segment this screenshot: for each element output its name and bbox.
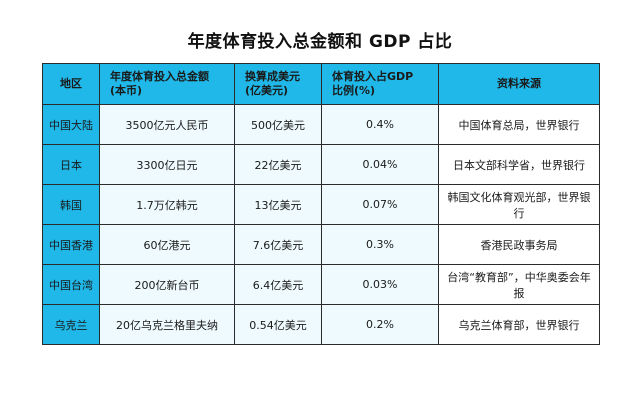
header-local-total-line2: (本币) — [110, 84, 143, 97]
header-usd: 换算成美元 (亿美元) — [234, 63, 322, 105]
cell-local-total: 3500亿元人民币 — [99, 104, 235, 145]
cell-usd: 7.6亿美元 — [234, 224, 322, 265]
header-gdp-ratio-line2: 比例(%) — [332, 84, 376, 97]
cell-usd: 0.54亿美元 — [234, 304, 322, 345]
header-usd-line1: 换算成美元 — [245, 70, 300, 83]
cell-source: 日本文部科学省，世界银行 — [438, 144, 600, 185]
table-row: 乌克兰 20亿乌克兰格里夫纳 0.54亿美元 0.2% 乌克兰体育部，世界银行 — [42, 304, 600, 345]
header-region: 地区 — [42, 63, 100, 105]
cell-region: 日本 — [42, 144, 100, 185]
cell-source: 台湾“教育部”，中华奥委会年报 — [438, 264, 600, 305]
header-local-total: 年度体育投入总金额 (本币) — [99, 63, 235, 105]
header-local-total-line1: 年度体育投入总金额 — [110, 70, 209, 83]
table-row: 日本 3300亿日元 22亿美元 0.04% 日本文部科学省，世界银行 — [42, 144, 600, 185]
cell-usd: 22亿美元 — [234, 144, 322, 185]
cell-region: 韩国 — [42, 184, 100, 225]
table-header: 地区 年度体育投入总金额 (本币) 换算成美元 (亿美元) 体育投入占GDP 比… — [42, 63, 600, 105]
cell-local-total: 20亿乌克兰格里夫纳 — [99, 304, 235, 345]
sports-investment-table: 地区 年度体育投入总金额 (本币) 换算成美元 (亿美元) 体育投入占GDP 比… — [42, 63, 600, 345]
cell-local-total: 3300亿日元 — [99, 144, 235, 185]
cell-gdp-ratio: 0.03% — [321, 264, 439, 305]
cell-usd: 500亿美元 — [234, 104, 322, 145]
table-row: 中国香港 60亿港元 7.6亿美元 0.3% 香港民政事务局 — [42, 224, 600, 265]
cell-gdp-ratio: 0.07% — [321, 184, 439, 225]
cell-local-total: 200亿新台币 — [99, 264, 235, 305]
table-row: 韩国 1.7万亿韩元 13亿美元 0.07% 韩国文化体育观光部，世界银行 — [42, 184, 600, 225]
cell-local-total: 60亿港元 — [99, 224, 235, 265]
cell-region: 中国台湾 — [42, 264, 100, 305]
cell-source: 乌克兰体育部，世界银行 — [438, 304, 600, 345]
cell-region: 中国香港 — [42, 224, 100, 265]
cell-source: 香港民政事务局 — [438, 224, 600, 265]
table-body: 中国大陆 3500亿元人民币 500亿美元 0.4% 中国体育总局，世界银行 日… — [42, 104, 600, 345]
header-source: 资料来源 — [438, 63, 600, 105]
page-title: 年度体育投入总金额和 GDP 占比 — [187, 32, 453, 52]
cell-gdp-ratio: 0.04% — [321, 144, 439, 185]
header-usd-line2: (亿美元) — [245, 84, 289, 97]
header-gdp-ratio: 体育投入占GDP 比例(%) — [321, 63, 439, 105]
cell-region: 中国大陆 — [42, 104, 100, 145]
header-region-label: 地区 — [60, 77, 82, 90]
table-row: 中国台湾 200亿新台币 6.4亿美元 0.03% 台湾“教育部”，中华奥委会年… — [42, 264, 600, 305]
cell-usd: 13亿美元 — [234, 184, 322, 225]
cell-gdp-ratio: 0.3% — [321, 224, 439, 265]
header-row: 地区 年度体育投入总金额 (本币) 换算成美元 (亿美元) 体育投入占GDP 比… — [42, 63, 600, 105]
cell-region: 乌克兰 — [42, 304, 100, 345]
cell-source: 韩国文化体育观光部，世界银行 — [438, 184, 600, 225]
cell-gdp-ratio: 0.2% — [321, 304, 439, 345]
table-row: 中国大陆 3500亿元人民币 500亿美元 0.4% 中国体育总局，世界银行 — [42, 104, 600, 145]
header-gdp-ratio-line1: 体育投入占GDP — [332, 70, 414, 83]
cell-usd: 6.4亿美元 — [234, 264, 322, 305]
cell-local-total: 1.7万亿韩元 — [99, 184, 235, 225]
header-source-label: 资料来源 — [497, 77, 541, 90]
cell-source: 中国体育总局，世界银行 — [438, 104, 600, 145]
cell-gdp-ratio: 0.4% — [321, 104, 439, 145]
